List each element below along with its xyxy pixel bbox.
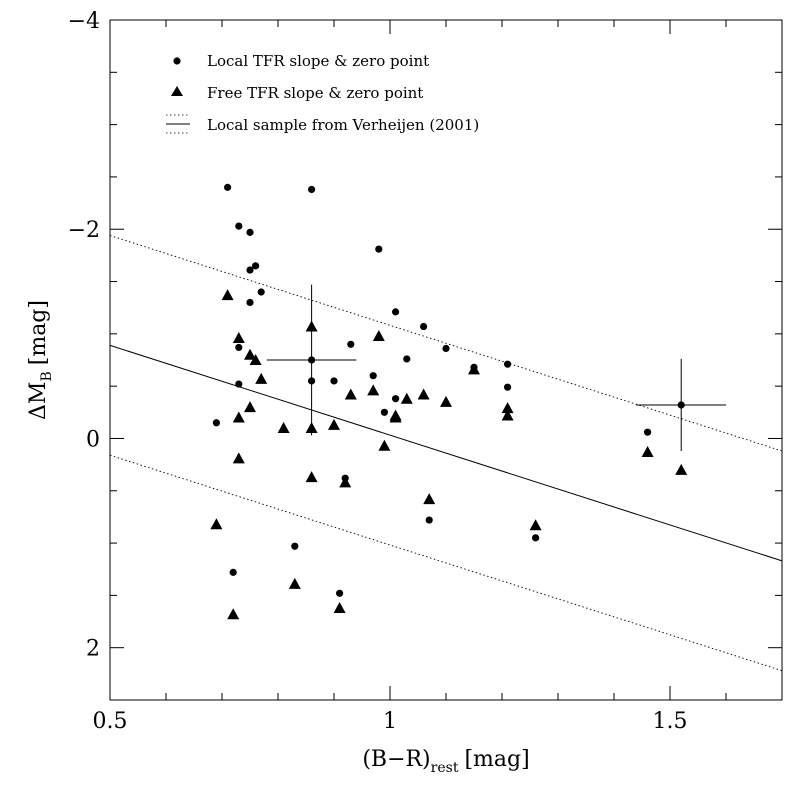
circle-point [246,266,254,274]
triangle-point [305,320,318,332]
circle-point [532,534,540,542]
triangle-point [244,401,256,413]
circle-point [442,344,450,353]
triangle-point [305,422,318,433]
triangle-point [529,519,542,531]
circle-point [369,372,377,380]
circle-point [308,185,316,194]
circle-point [291,542,299,550]
circle-point [246,228,254,236]
plot-frame [109,19,783,701]
triangle-point [328,418,340,430]
triangle-point [244,348,256,360]
triangle-point [367,384,380,396]
triangle-point [400,392,413,404]
circle-point [246,298,254,307]
x-tick-label: 1 [383,709,397,734]
triangle-point [501,409,514,421]
triangle-point [305,471,318,483]
triangle-point [339,476,352,488]
y-tick-label: 2 [86,637,100,662]
triangle-point [417,388,430,400]
legend-label-verheijen: Local sample from Verheijen (2001) [207,116,479,134]
y-tick-label: −2 [68,218,100,243]
circle-point [403,355,411,363]
reference-lines [109,235,783,672]
triangle-point [255,372,268,384]
circle-point [229,568,237,576]
y-tick-label: −4 [68,9,100,34]
legend-label-free: Free TFR slope & zero point [207,84,423,102]
scatter-line [109,235,783,452]
circle-point [420,322,428,331]
y-tick-label: 0 [86,427,100,452]
x-tick-labels: 0.5 1 1.5 [93,709,688,734]
x-tick-label: 0.5 [93,709,128,734]
triangle-point [249,354,262,365]
fit-line [109,344,783,562]
triangle-point [423,493,436,505]
triangle-point [675,463,688,475]
circle-point [380,408,388,416]
triangle-point [288,577,301,589]
triangle-point [277,422,290,433]
triangle-point [232,411,245,423]
scatter-line [109,454,783,672]
legend-triangle-marker [171,86,183,96]
triangle-point [232,332,245,344]
circle-point [235,380,243,388]
triangle-point [378,439,391,451]
triangle-point [227,608,240,620]
legend-label-local: Local TFR slope & zero point [207,52,429,70]
circle-point [212,419,220,427]
triangle-point [210,518,223,530]
minor-ticks [110,20,783,701]
x-axis-label: (B−R)rest [mag] [362,747,529,776]
circle-point [392,395,400,403]
triangle-point [440,395,452,407]
legend: Local TFR slope & zero point Free TFR sl… [166,52,479,134]
triangle-point [232,452,245,464]
legend-circle-marker [173,57,181,65]
circle-point [392,308,400,316]
circle-point [336,589,344,597]
triangle-point [501,402,514,414]
circle-point [347,340,355,348]
triangle-point [389,411,402,423]
circle-series [212,183,685,597]
circle-point [235,222,243,230]
circle-point [644,428,652,436]
circle-point [235,343,243,352]
triangle-point [372,329,385,341]
circle-point [252,262,260,270]
circle-point [375,245,383,253]
circle-point [308,356,316,364]
circle-point [330,377,338,385]
circle-point [504,383,512,391]
triangle-point [641,446,654,458]
x-tick-label: 1.5 [653,709,688,734]
triangle-point [468,363,480,375]
triangle-point [333,601,346,613]
circle-point [257,288,265,296]
triangle-point [344,388,357,400]
triangle-point [221,289,234,301]
triangle-series [210,289,688,620]
circle-point [504,360,512,368]
y-tick-labels: 2 0 −2 −4 [68,9,100,662]
circle-point [308,377,316,385]
circle-point [224,183,232,191]
circle-point [677,401,685,409]
circle-point [425,516,433,524]
y-axis-label: ΔMB[mag] [26,300,55,420]
